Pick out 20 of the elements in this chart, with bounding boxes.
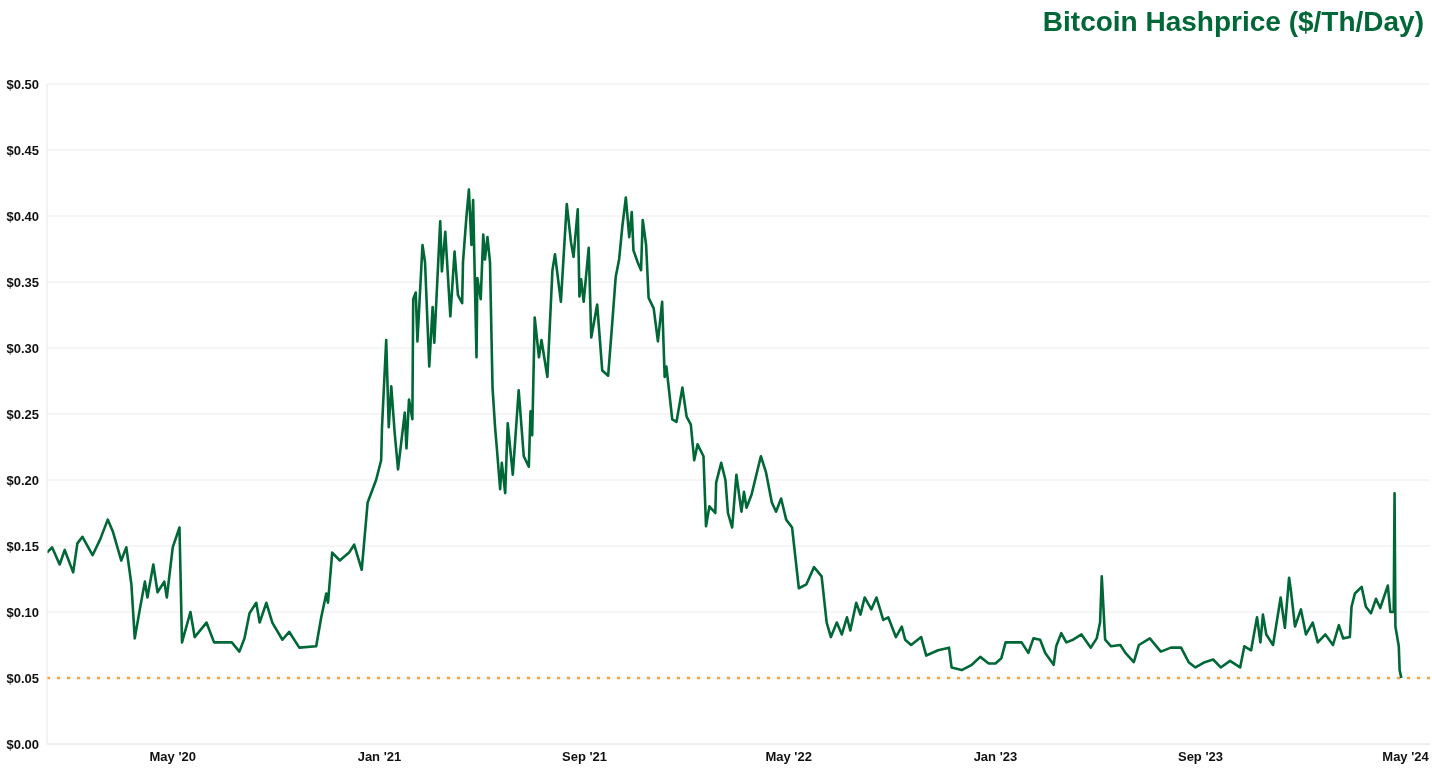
x-tick-label: Jan '23 <box>973 749 1018 765</box>
y-tick-label: $0.15 <box>6 538 39 554</box>
x-tick-label: May '24 <box>1382 749 1430 765</box>
y-tick-label: $0.00 <box>6 736 39 752</box>
x-tick-label: Sep '23 <box>1177 749 1223 765</box>
y-tick-label: $0.20 <box>6 472 39 488</box>
x-tick-label: Sep '21 <box>562 749 608 765</box>
y-tick-label: $0.30 <box>6 340 39 356</box>
y-tick-label: $0.40 <box>6 208 39 224</box>
line-series <box>47 188 1403 680</box>
chart-title: Bitcoin Hashprice ($/Th/Day) <box>1042 6 1424 38</box>
y-tick-label: $0.10 <box>6 604 39 620</box>
y-tick-label: $0.50 <box>6 76 39 92</box>
x-tick-label: May '22 <box>765 749 812 765</box>
y-tick-label: $0.45 <box>6 142 39 158</box>
y-tick-label: $0.05 <box>6 670 39 686</box>
x-tick-label: Jan '21 <box>357 749 402 765</box>
y-tick-label: $0.25 <box>6 406 39 422</box>
y-tick-label: $0.35 <box>6 274 39 290</box>
x-tick-label: May '20 <box>149 749 196 765</box>
